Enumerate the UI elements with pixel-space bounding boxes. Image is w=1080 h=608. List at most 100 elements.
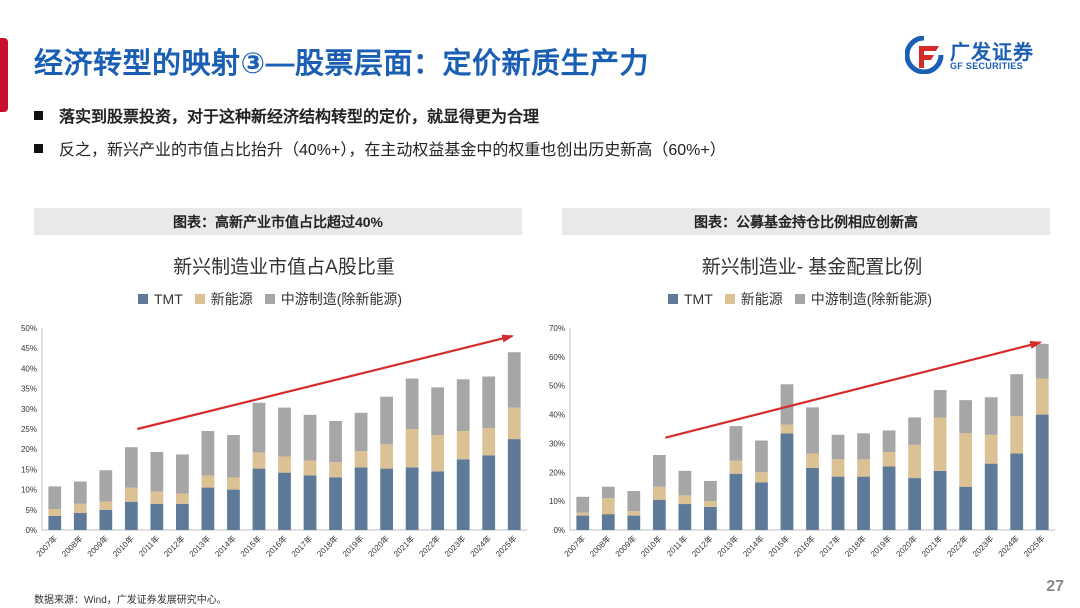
bar-segment-new-energy: [405, 429, 419, 468]
company-logo: 广发证券 GF SECURITIES: [905, 34, 1045, 78]
bar-segment-new-energy: [933, 417, 947, 471]
bar-segment-tmt: [431, 471, 445, 530]
bar-segment-new-energy: [806, 453, 819, 468]
bar-segment-tmt: [405, 467, 419, 530]
x-tick-label: 2023年: [970, 533, 995, 558]
bar-segment-new-energy: [303, 460, 317, 476]
bar-segment-new-energy: [278, 456, 291, 473]
legend-swatch: [264, 294, 275, 304]
bullet-text: 反之，新兴产业的市值占比抬升（40%+），在主动权益基金中的权重也创出历史新高（…: [59, 142, 726, 159]
bar-segment-tmt: [380, 468, 393, 530]
bar-segment-midstream: [176, 454, 189, 494]
bar-segment-midstream: [959, 400, 973, 434]
bar-segment-new-energy: [1035, 378, 1049, 415]
bar-segment-new-energy: [99, 501, 113, 510]
bar-segment-tmt: [354, 467, 368, 530]
trend-arrow-line: [665, 341, 1041, 439]
bar-segment-new-energy: [704, 501, 717, 507]
x-tick-label: 2021年: [391, 533, 416, 558]
bar-segment-tmt: [227, 489, 240, 530]
bar-segment-tmt: [729, 473, 743, 530]
trend-arrow-head-icon: [1029, 341, 1043, 349]
bar-segment-midstream: [780, 384, 794, 425]
bar-segment-midstream: [99, 470, 113, 502]
x-tick-label: 2015年: [766, 533, 791, 558]
bar-segment-tmt: [601, 514, 615, 530]
accent-bar: [0, 38, 8, 112]
page-title: 经济转型的映射③—股票层面：定价新质生产力: [34, 48, 650, 80]
bar-segment-tmt: [124, 501, 138, 530]
bullet-point: 反之，新兴产业的市值占比抬升（40%+），在主动权益基金中的权重也创出历史新高（…: [34, 136, 726, 160]
bar-segment-tmt: [831, 476, 845, 530]
legend-item-new-energy: 新能源: [724, 289, 783, 309]
bar-segment-tmt: [99, 509, 113, 530]
chart-panel-title: 图表：公募基金持仓比例相应创新高: [562, 208, 1050, 235]
stacked-bar-chart-market-cap: 0% 5% 10% 15% 20% 25% 30% 35% 40% 45% 50% 2007年 2008…: [21, 324, 527, 559]
x-tick-label: 2013年: [187, 533, 212, 558]
legend-swatch: [724, 294, 735, 304]
bar-segment-midstream: [507, 352, 521, 408]
x-tick-label: 2025年: [493, 533, 518, 558]
bar-segment-midstream: [882, 430, 896, 453]
chart-legend: TMT 新能源 中游制造(除新能源): [668, 289, 944, 309]
bar-segment-tmt: [627, 515, 641, 530]
bar-segment-midstream: [678, 470, 692, 496]
bar-segment-new-energy: [576, 512, 590, 516]
x-tick-label: 2016年: [792, 533, 817, 558]
y-tick-label: 0%: [553, 526, 565, 535]
chart-title: 新兴制造业- 基金配置比例: [701, 257, 923, 278]
bar-segment-midstream: [124, 447, 138, 488]
bar-segment-tmt: [1010, 453, 1024, 530]
legend-label: TMT: [154, 291, 183, 307]
y-tick-label: 15%: [21, 465, 37, 474]
bar-segment-midstream: [73, 481, 87, 504]
legend-label: 中游制造(除新能源): [810, 291, 933, 307]
x-tick-label: 2012年: [161, 533, 186, 558]
x-tick-label: 2009年: [85, 533, 110, 558]
bar-segment-new-energy: [755, 472, 768, 483]
x-tick-label: 2023年: [442, 533, 467, 558]
bar-segment-midstream: [354, 412, 368, 452]
bar-segment-new-energy: [431, 435, 445, 472]
legend-item-tmt: TMT: [138, 291, 183, 307]
legend-item-tmt: TMT: [668, 291, 713, 307]
bar-segment-tmt: [933, 470, 947, 530]
x-tick-label: 2010年: [638, 533, 663, 558]
trend-arrow-line: [137, 335, 513, 431]
x-tick-label: 2011年: [664, 533, 689, 558]
bar-segment-tmt: [329, 477, 342, 530]
x-tick-label: 2025年: [1021, 533, 1046, 558]
bar-segment-new-energy: [201, 475, 215, 488]
bar-segment-new-energy: [652, 486, 666, 500]
bar-segment-tmt: [150, 503, 164, 530]
bar-segment-tmt: [857, 476, 870, 530]
bar-segment-tmt: [806, 467, 819, 530]
bar-segment-tmt: [652, 499, 666, 530]
bar-segment-midstream: [1010, 374, 1024, 417]
bar-segment-tmt: [303, 475, 317, 530]
page-number: 27: [1046, 578, 1064, 595]
bar-segment-new-energy: [780, 424, 794, 434]
x-tick-label: 2022年: [945, 533, 970, 558]
y-tick-label: 35%: [21, 385, 37, 394]
bar-segment-midstream: [329, 420, 342, 463]
bullet-text: 落实到股票投资，对于这种新经济结构转型的定价，就显得更为合理: [59, 109, 540, 126]
bar-segment-new-energy: [48, 508, 62, 516]
x-tick-label: 2024年: [996, 533, 1021, 558]
legend-label: 中游制造(除新能源): [280, 291, 403, 307]
y-tick-label: 30%: [21, 405, 37, 414]
bar-segment-midstream: [627, 491, 641, 512]
legend-item-new-energy: 新能源: [194, 289, 253, 309]
chart-legend: TMT 新能源 中游制造(除新能源): [138, 289, 414, 309]
legend-swatch: [794, 294, 805, 304]
bar-segment-midstream: [201, 431, 215, 476]
x-tick-label: 2011年: [136, 533, 161, 558]
bar-segment-new-energy: [729, 460, 743, 474]
bar-segment-new-energy: [984, 434, 998, 464]
bar-segment-midstream: [278, 407, 291, 457]
legend-item-midstream: 中游制造(除新能源): [794, 289, 933, 309]
bar-segment-tmt: [278, 472, 291, 530]
y-tick-label: 45%: [21, 344, 37, 353]
bar-segment-new-energy: [482, 428, 496, 456]
bar-segment-midstream: [456, 379, 470, 432]
